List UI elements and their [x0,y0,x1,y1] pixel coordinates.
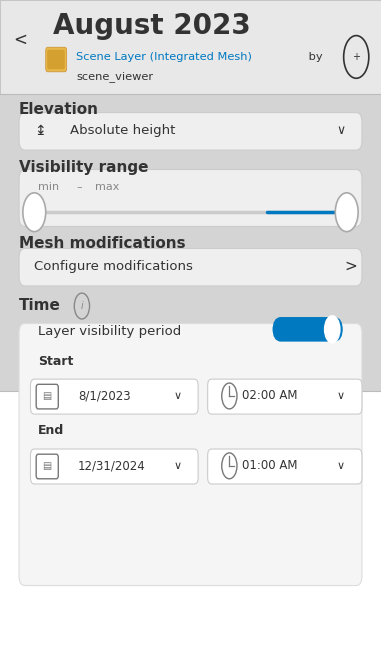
Text: Scene Layer (Integrated Mesh): Scene Layer (Integrated Mesh) [76,52,252,62]
Text: 12/31/2024: 12/31/2024 [78,459,146,472]
Text: –: – [76,182,82,192]
FancyBboxPatch shape [208,449,362,484]
Text: ∨: ∨ [336,391,344,401]
Text: ▤: ▤ [43,391,52,401]
FancyBboxPatch shape [208,379,362,414]
FancyBboxPatch shape [30,379,198,414]
Text: <: < [13,31,27,49]
Text: Absolute height: Absolute height [70,124,176,137]
Text: i: i [80,301,83,311]
Text: min: min [38,182,59,192]
FancyBboxPatch shape [0,391,381,647]
FancyBboxPatch shape [46,47,67,72]
Text: 8/1/2023: 8/1/2023 [78,389,131,402]
Text: August 2023: August 2023 [53,12,251,39]
FancyBboxPatch shape [0,0,381,94]
FancyBboxPatch shape [30,449,198,484]
Text: +: + [352,52,360,62]
Text: ∨: ∨ [336,461,344,471]
Text: ∨: ∨ [336,124,346,137]
Text: Start: Start [38,355,74,367]
Text: Layer visibility period: Layer visibility period [38,325,181,338]
FancyBboxPatch shape [19,170,362,226]
Circle shape [324,315,341,344]
FancyBboxPatch shape [272,317,343,342]
Text: End: End [38,424,64,437]
Text: Elevation: Elevation [19,102,99,116]
FancyBboxPatch shape [19,324,362,586]
Text: ∨: ∨ [173,461,181,471]
Text: by: by [305,52,322,62]
Text: Configure modifications: Configure modifications [34,260,193,273]
Text: ∨: ∨ [173,391,181,401]
Text: >: > [345,259,357,274]
Text: ▤: ▤ [43,461,52,471]
Text: 02:00 AM: 02:00 AM [242,389,298,402]
Text: 01:00 AM: 01:00 AM [242,459,298,472]
Text: Visibility range: Visibility range [19,160,149,175]
Text: scene_viewer: scene_viewer [76,71,153,82]
FancyBboxPatch shape [19,248,362,286]
FancyBboxPatch shape [19,113,362,150]
FancyBboxPatch shape [47,50,65,69]
Text: ↨: ↨ [34,124,46,138]
Circle shape [335,193,358,232]
Text: max: max [95,182,120,192]
Text: Mesh modifications: Mesh modifications [19,236,186,251]
Text: Time: Time [19,298,61,313]
Circle shape [23,193,46,232]
